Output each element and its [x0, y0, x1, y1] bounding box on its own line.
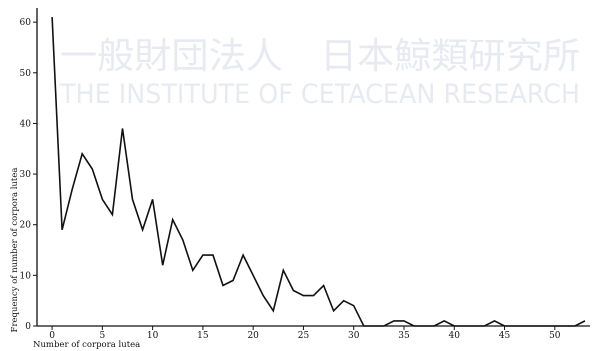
x-tick-label: 25 [298, 331, 310, 341]
x-tick-label: 40 [449, 331, 461, 341]
y-tick-label: 10 [20, 271, 32, 281]
watermark-line-1: 一般財団法人 日本鯨類研究所 [60, 36, 580, 77]
x-tick-label: 10 [147, 331, 159, 341]
y-tick-label: 40 [20, 119, 32, 129]
x-tick-label: 5 [99, 331, 105, 341]
watermark-line-2: THE INSTITUTE OF CETACEAN RESEARCH [59, 79, 580, 110]
y-tick-label: 20 [20, 221, 32, 231]
plot-area: 0 10 20 30 40 50 60 0 5 10 15 20 25 30 35 40 45 50 [20, 8, 590, 341]
x-tick-label: 50 [549, 331, 561, 341]
x-tick-label: 15 [197, 331, 209, 341]
x-tick-label: 30 [348, 331, 360, 341]
x-axis-title: Number of corpora lutea [33, 340, 140, 350]
y-tick-label: 50 [20, 69, 32, 79]
y-tick-label: 60 [20, 18, 32, 28]
x-tick-label: 0 [49, 331, 55, 341]
y-tick-label: 0 [25, 322, 31, 332]
watermark: 一般財団法人 日本鯨類研究所 THE INSTITUTE OF CETACEAN… [59, 36, 580, 110]
y-tick-label: 30 [20, 170, 32, 180]
x-tick-label: 20 [247, 331, 259, 341]
x-tick-label: 45 [499, 331, 511, 341]
y-axis-title: Frequency of number of corpora lutea [10, 168, 20, 333]
x-tick-label: 35 [398, 331, 410, 341]
series-line-1 [51, 17, 586, 327]
